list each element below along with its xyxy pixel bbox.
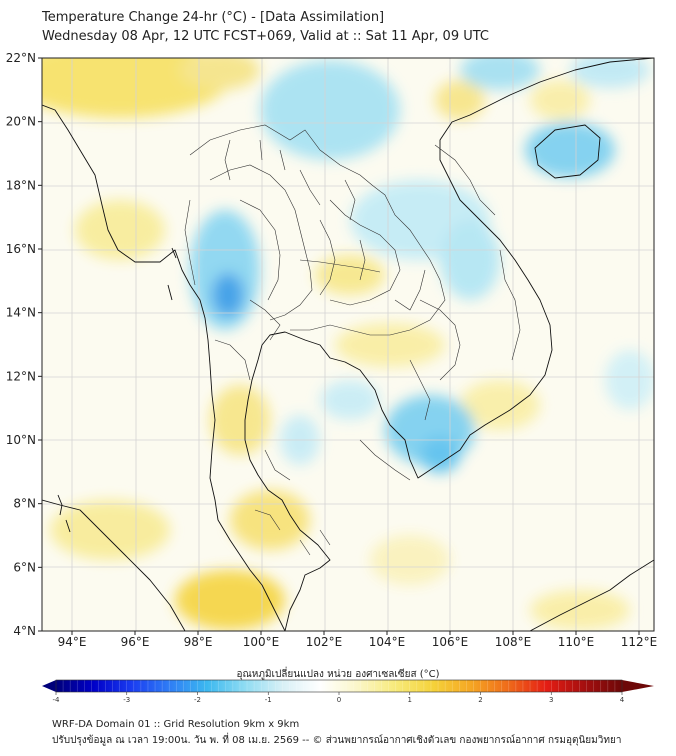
lon-label: 96°E xyxy=(121,635,150,649)
colorbar: -4 -3 -2 -1 0 1 2 3 4 xyxy=(42,679,654,704)
colorbar-tick-label: 4 xyxy=(620,696,625,704)
lat-label: 18°N xyxy=(6,178,36,192)
colorbar-tick-label: 3 xyxy=(549,696,553,704)
colorbar-tick-label: -2 xyxy=(194,696,201,704)
lon-label: 110°E xyxy=(558,635,595,649)
temperature-field xyxy=(42,58,654,631)
admin-borders xyxy=(184,124,521,556)
lon-label: 100°E xyxy=(243,635,280,649)
lat-label: 4°N xyxy=(13,624,36,638)
colorbar-tick-label: 0 xyxy=(337,696,341,704)
lon-label: 112°E xyxy=(621,635,658,649)
colorbar-title: อุณหภูมิเปลี่ยนแปลง หน่วย องศาเซลเซียส (… xyxy=(236,669,440,680)
longitude-labels: 94°E 96°E 98°E 100°E 102°E 104°E 106°E 108°E 110… xyxy=(58,631,658,649)
map-gridlines xyxy=(42,58,654,631)
map-frame xyxy=(41,57,655,632)
lat-label: 20°N xyxy=(6,115,36,129)
lat-label: 14°N xyxy=(6,306,36,320)
map-subtitle: Wednesday 08 Apr, 12 UTC FCST+069, Valid… xyxy=(42,29,489,44)
coastlines xyxy=(42,58,654,631)
lat-label: 8°N xyxy=(13,497,36,511)
footer-model-info: WRF-DA Domain 01 :: Grid Resolution 9km … xyxy=(52,719,300,730)
lat-label: 22°N xyxy=(6,51,36,65)
map-title: Temperature Change 24-hr (°C) - [Data As… xyxy=(42,10,385,25)
lat-label: 10°N xyxy=(6,433,36,447)
latitude-labels: 22°N 20°N 18°N 16°N 14°N 12°N 10°N 8°N 6°N 4°N xyxy=(6,51,42,638)
colorbar-tick-label: -1 xyxy=(265,696,272,704)
lon-label: 106°E xyxy=(432,635,469,649)
lat-label: 6°N xyxy=(13,560,36,574)
lon-label: 94°E xyxy=(58,635,87,649)
lat-label: 16°N xyxy=(6,242,36,256)
colorbar-tick-label: 1 xyxy=(408,696,412,704)
colorbar-tick-label: -3 xyxy=(123,696,130,704)
lat-label: 12°N xyxy=(6,369,36,383)
colorbar-tick-label: -4 xyxy=(53,696,61,704)
footer-credit: ปรับปรุงข้อมูล ณ เวลา 19:00น. วัน พ. ที่… xyxy=(52,735,622,746)
colorbar-tick-label: 2 xyxy=(478,696,482,704)
lon-label: 108°E xyxy=(495,635,532,649)
lon-label: 102°E xyxy=(306,635,343,649)
lon-label: 98°E xyxy=(184,635,213,649)
lon-label: 104°E xyxy=(369,635,406,649)
